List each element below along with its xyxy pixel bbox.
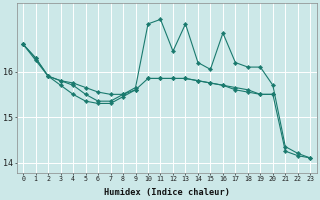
X-axis label: Humidex (Indice chaleur): Humidex (Indice chaleur) xyxy=(104,188,230,197)
